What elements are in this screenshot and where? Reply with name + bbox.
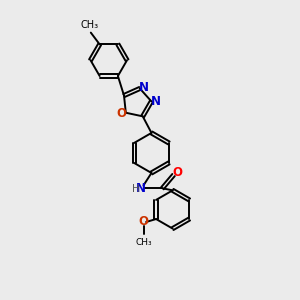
Text: O: O: [139, 215, 149, 229]
Text: CH₃: CH₃: [80, 20, 98, 30]
Text: CH₃: CH₃: [135, 238, 152, 247]
Text: N: N: [151, 95, 160, 108]
Text: N: N: [139, 80, 149, 94]
Text: N: N: [136, 182, 146, 195]
Text: O: O: [172, 166, 182, 178]
Text: H: H: [132, 184, 140, 194]
Text: O: O: [116, 107, 126, 120]
